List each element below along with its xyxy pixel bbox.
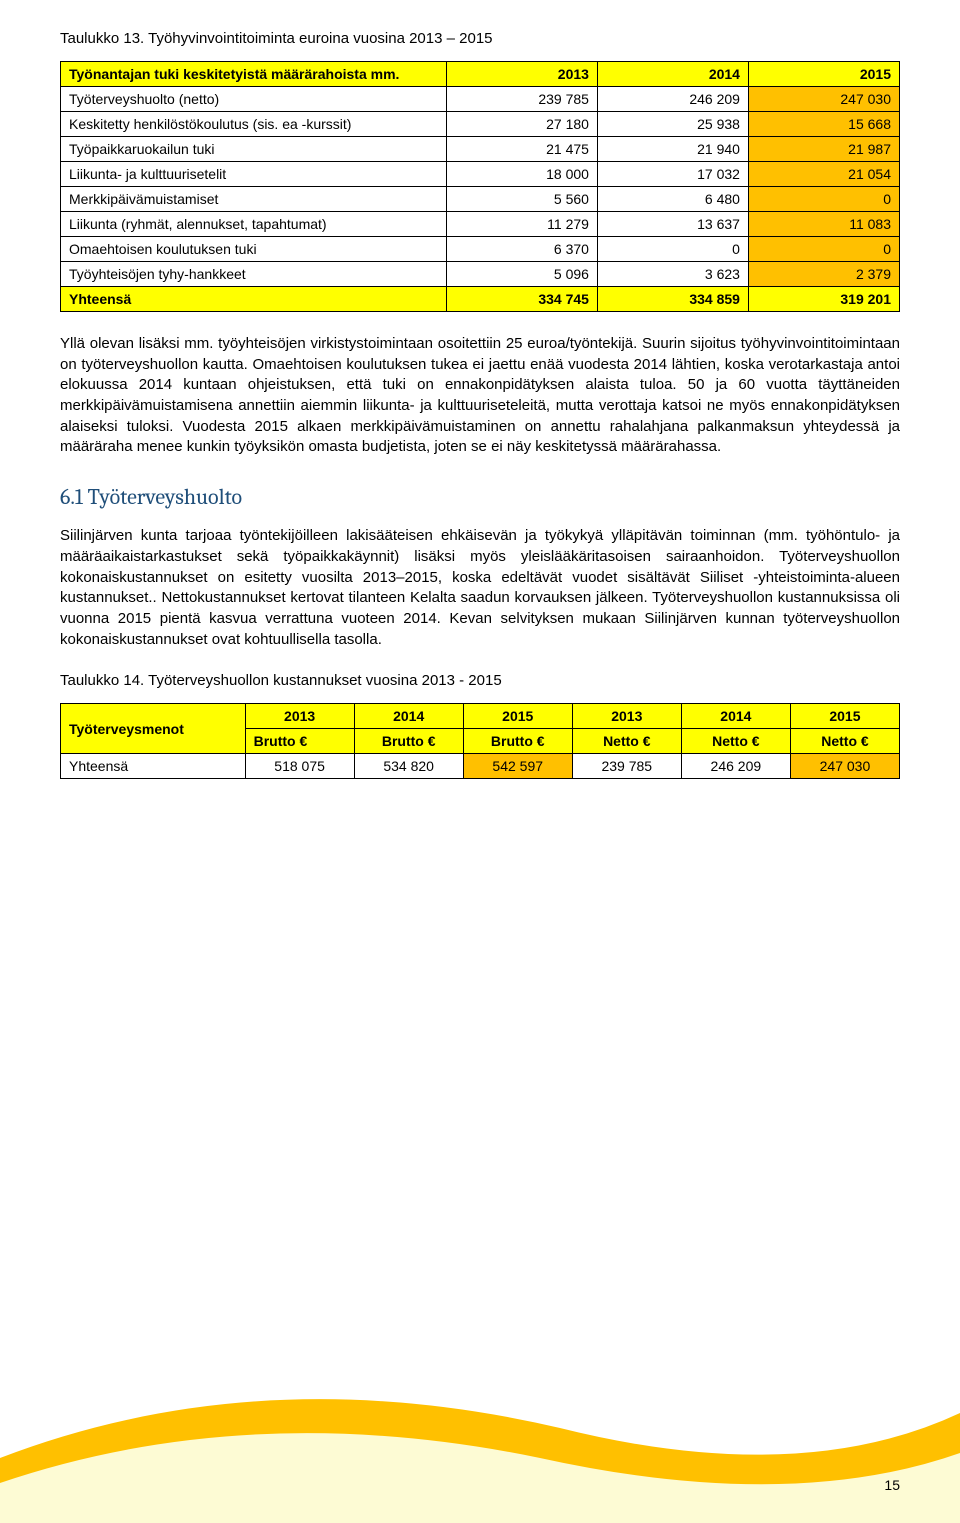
col: 2015	[790, 704, 899, 729]
cell: 5 096	[446, 262, 597, 287]
cell: 6 480	[597, 187, 748, 212]
section-6-1-heading: 6.1 Työterveyshuolto	[60, 484, 900, 510]
cell: Työyhteisöjen tyhy-hankkeet	[61, 262, 447, 287]
cell: 21 054	[748, 162, 899, 187]
cell: 246 209	[681, 754, 790, 779]
cell: 247 030	[790, 754, 899, 779]
cell: 334 745	[446, 287, 597, 312]
table-row: Työyhteisöjen tyhy-hankkeet 5 096 3 623 …	[61, 262, 900, 287]
cell: 542 597	[463, 754, 572, 779]
cell: 3 623	[597, 262, 748, 287]
col: 2013	[245, 704, 354, 729]
cell: 239 785	[572, 754, 681, 779]
table14-rowheader: Työterveysmenot	[61, 704, 246, 754]
col: Brutto €	[354, 729, 463, 754]
cell: 15 668	[748, 112, 899, 137]
table-row: Liikunta- ja kulttuurisetelit 18 000 17 …	[61, 162, 900, 187]
cell: 25 938	[597, 112, 748, 137]
table13-year-0: 2013	[446, 62, 597, 87]
cell: 17 032	[597, 162, 748, 187]
cell: Merkkipäivämuistamiset	[61, 187, 447, 212]
table13: Työnantajan tuki keskitetyistä määräraho…	[60, 61, 900, 312]
table-row: Merkkipäivämuistamiset 5 560 6 480 0	[61, 187, 900, 212]
cell: 11 083	[748, 212, 899, 237]
table-row: Keskitetty henkilöstökoulutus (sis. ea -…	[61, 112, 900, 137]
cell: 21 475	[446, 137, 597, 162]
cell: 2 379	[748, 262, 899, 287]
col: 2015	[463, 704, 572, 729]
cell: 5 560	[446, 187, 597, 212]
cell: 21 987	[748, 137, 899, 162]
page-number: 15	[884, 1477, 900, 1493]
table-row: Omaehtoisen koulutuksen tuki 6 370 0 0	[61, 237, 900, 262]
cell: 534 820	[354, 754, 463, 779]
cell: 13 637	[597, 212, 748, 237]
cell: 6 370	[446, 237, 597, 262]
cell: Liikunta (ryhmät, alennukset, tapahtumat…	[61, 212, 447, 237]
cell: Keskitetty henkilöstökoulutus (sis. ea -…	[61, 112, 447, 137]
cell: 27 180	[446, 112, 597, 137]
cell: 21 940	[597, 137, 748, 162]
table13-rowheader: Työnantajan tuki keskitetyistä määräraho…	[61, 62, 447, 87]
cell: Työterveyshuolto (netto)	[61, 87, 447, 112]
col: Netto €	[790, 729, 899, 754]
cell: 0	[597, 237, 748, 262]
col: Brutto €	[463, 729, 572, 754]
cell: Yhteensä	[61, 287, 447, 312]
table13-year-1: 2014	[597, 62, 748, 87]
cell: 239 785	[446, 87, 597, 112]
swoosh-decoration	[0, 1303, 960, 1523]
cell: 0	[748, 187, 899, 212]
cell: Omaehtoisen koulutuksen tuki	[61, 237, 447, 262]
cell: 0	[748, 237, 899, 262]
table-row: Työpaikkaruokailun tuki 21 475 21 940 21…	[61, 137, 900, 162]
cell: 247 030	[748, 87, 899, 112]
table-row: Yhteensä 518 075 534 820 542 597 239 785…	[61, 754, 900, 779]
col: 2013	[572, 704, 681, 729]
col: Netto €	[572, 729, 681, 754]
table-row: Liikunta (ryhmät, alennukset, tapahtumat…	[61, 212, 900, 237]
cell: 18 000	[446, 162, 597, 187]
para1: Yllä olevan lisäksi mm. työyhteisöjen vi…	[60, 334, 900, 458]
cell: Työpaikkaruokailun tuki	[61, 137, 447, 162]
cell: 334 859	[597, 287, 748, 312]
col: Brutto €	[245, 729, 354, 754]
table13-total-row: Yhteensä 334 745 334 859 319 201	[61, 287, 900, 312]
table13-year-2: 2015	[748, 62, 899, 87]
cell: 518 075	[245, 754, 354, 779]
table-row: Työterveyshuolto (netto) 239 785 246 209…	[61, 87, 900, 112]
table14: Työterveysmenot 2013 2014 2015 2013 2014…	[60, 703, 900, 779]
cell: 246 209	[597, 87, 748, 112]
cell: 11 279	[446, 212, 597, 237]
cell: 319 201	[748, 287, 899, 312]
table14-title: Taulukko 14. Työterveyshuollon kustannuk…	[60, 672, 900, 689]
table13-title: Taulukko 13. Työhyvinvointitoiminta euro…	[60, 30, 900, 47]
cell: Liikunta- ja kulttuurisetelit	[61, 162, 447, 187]
section-6-1-para: Siilinjärven kunta tarjoaa työntekijöill…	[60, 526, 900, 650]
cell: Yhteensä	[61, 754, 246, 779]
col: 2014	[354, 704, 463, 729]
col: Netto €	[681, 729, 790, 754]
col: 2014	[681, 704, 790, 729]
